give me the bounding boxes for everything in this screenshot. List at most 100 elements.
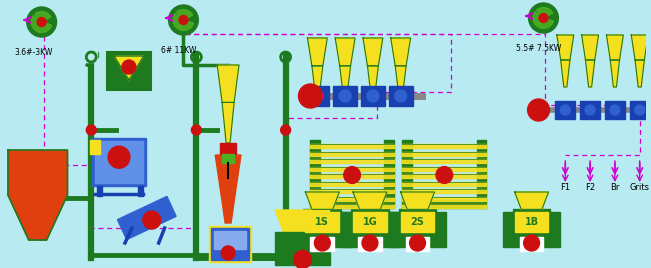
Circle shape bbox=[344, 167, 361, 183]
Bar bbox=[398, 235, 436, 247]
Circle shape bbox=[179, 16, 188, 24]
Polygon shape bbox=[402, 140, 412, 199]
Polygon shape bbox=[307, 38, 327, 66]
Polygon shape bbox=[310, 204, 395, 208]
Text: Grits: Grits bbox=[630, 183, 650, 192]
Bar bbox=[389, 86, 413, 106]
Circle shape bbox=[610, 105, 620, 115]
Bar bbox=[212, 228, 249, 260]
Polygon shape bbox=[631, 35, 648, 60]
Polygon shape bbox=[310, 189, 395, 193]
Polygon shape bbox=[635, 60, 644, 87]
Polygon shape bbox=[36, 22, 51, 32]
Circle shape bbox=[527, 99, 549, 121]
Circle shape bbox=[294, 251, 311, 268]
Polygon shape bbox=[561, 60, 570, 87]
Polygon shape bbox=[31, 16, 42, 31]
Circle shape bbox=[221, 246, 235, 260]
Polygon shape bbox=[85, 52, 97, 62]
Polygon shape bbox=[610, 60, 620, 87]
Bar bbox=[139, 186, 143, 196]
Polygon shape bbox=[353, 192, 387, 209]
Polygon shape bbox=[117, 196, 176, 240]
Circle shape bbox=[436, 167, 452, 183]
Polygon shape bbox=[607, 35, 624, 60]
Bar bbox=[311, 237, 334, 251]
Bar bbox=[353, 212, 387, 232]
Bar bbox=[400, 212, 434, 232]
Circle shape bbox=[395, 90, 407, 102]
Circle shape bbox=[311, 90, 324, 102]
Polygon shape bbox=[585, 60, 595, 87]
Circle shape bbox=[191, 125, 201, 135]
Polygon shape bbox=[221, 195, 235, 223]
Bar bbox=[220, 143, 236, 154]
Circle shape bbox=[339, 90, 351, 102]
Bar bbox=[398, 209, 436, 235]
Polygon shape bbox=[217, 65, 239, 102]
Polygon shape bbox=[402, 181, 486, 185]
Bar bbox=[605, 101, 625, 119]
Polygon shape bbox=[533, 12, 544, 27]
Text: 5.5# 7.5KW: 5.5# 7.5KW bbox=[516, 44, 561, 53]
Polygon shape bbox=[402, 189, 486, 193]
Circle shape bbox=[27, 7, 57, 37]
Polygon shape bbox=[335, 38, 355, 66]
Polygon shape bbox=[557, 35, 574, 60]
Bar bbox=[513, 209, 551, 235]
Text: Br: Br bbox=[610, 183, 620, 192]
Polygon shape bbox=[310, 140, 320, 199]
Polygon shape bbox=[402, 174, 486, 178]
Polygon shape bbox=[402, 166, 486, 170]
Bar bbox=[310, 199, 395, 208]
Polygon shape bbox=[173, 14, 184, 28]
Polygon shape bbox=[402, 151, 486, 155]
Polygon shape bbox=[400, 192, 434, 209]
Polygon shape bbox=[536, 8, 553, 18]
Polygon shape bbox=[310, 181, 395, 185]
Circle shape bbox=[87, 125, 96, 135]
Bar bbox=[513, 235, 551, 247]
Polygon shape bbox=[310, 166, 395, 170]
Polygon shape bbox=[310, 174, 395, 178]
Circle shape bbox=[635, 105, 644, 115]
Bar bbox=[630, 101, 650, 119]
Polygon shape bbox=[178, 20, 193, 31]
Circle shape bbox=[585, 105, 595, 115]
Circle shape bbox=[367, 90, 379, 102]
Circle shape bbox=[108, 146, 130, 168]
Circle shape bbox=[122, 60, 136, 74]
Bar bbox=[358, 237, 382, 251]
Bar bbox=[389, 212, 398, 247]
Text: 1S: 1S bbox=[315, 217, 329, 227]
Polygon shape bbox=[310, 144, 395, 148]
Bar bbox=[92, 138, 146, 186]
Polygon shape bbox=[582, 35, 598, 60]
Bar bbox=[402, 199, 486, 208]
Circle shape bbox=[539, 13, 548, 23]
Bar bbox=[341, 212, 351, 247]
Circle shape bbox=[37, 17, 46, 27]
Bar bbox=[351, 235, 389, 247]
Circle shape bbox=[169, 5, 199, 35]
Bar bbox=[351, 209, 389, 235]
Circle shape bbox=[281, 125, 290, 135]
Polygon shape bbox=[384, 140, 395, 199]
Bar bbox=[503, 212, 513, 247]
Bar bbox=[580, 101, 600, 119]
Bar bbox=[551, 212, 560, 247]
Polygon shape bbox=[8, 195, 68, 240]
Circle shape bbox=[409, 235, 426, 251]
Circle shape bbox=[143, 211, 161, 229]
Polygon shape bbox=[305, 192, 339, 209]
Text: 1G: 1G bbox=[363, 217, 378, 227]
Polygon shape bbox=[310, 196, 395, 200]
Bar bbox=[94, 141, 143, 183]
Text: F1: F1 bbox=[561, 183, 570, 192]
Polygon shape bbox=[312, 66, 323, 96]
Polygon shape bbox=[35, 12, 51, 22]
Polygon shape bbox=[340, 66, 351, 96]
Bar bbox=[555, 101, 575, 119]
Bar bbox=[303, 88, 318, 104]
Bar bbox=[303, 209, 341, 235]
